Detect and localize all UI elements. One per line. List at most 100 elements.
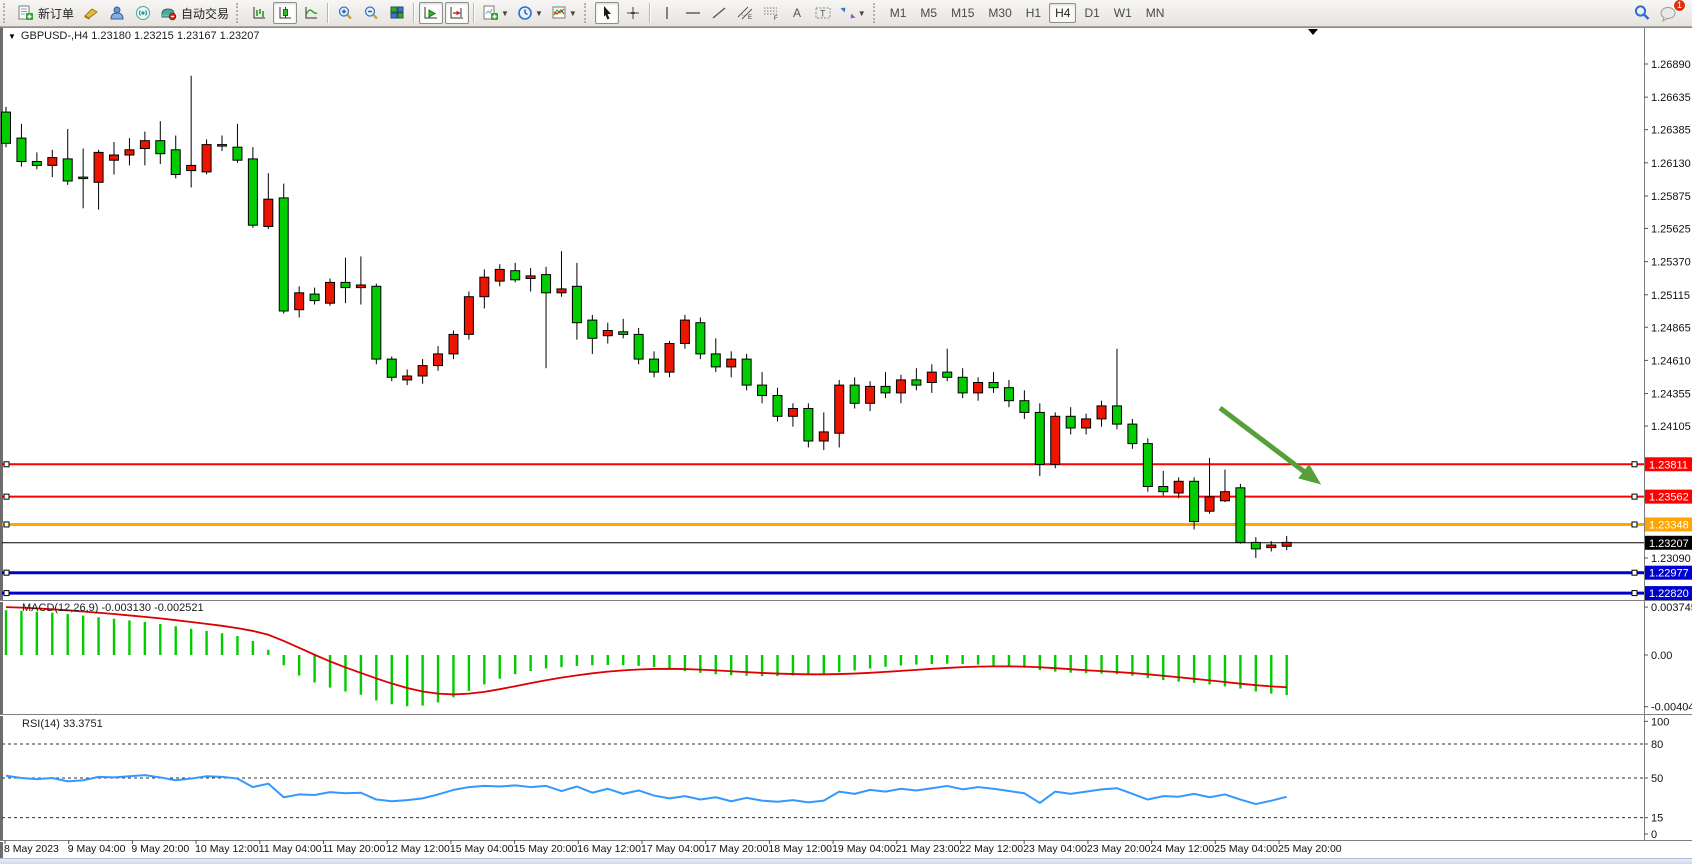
trend-arrow-head[interactable]	[1298, 463, 1322, 485]
broadcast-button[interactable]	[131, 2, 155, 24]
indicators-button[interactable]: ▼	[548, 2, 580, 24]
auto-trading-button[interactable]: 自动交易	[157, 2, 232, 24]
periods-button[interactable]: ▼	[514, 2, 546, 24]
line-handle[interactable]	[3, 590, 10, 597]
candle-body	[973, 382, 984, 394]
timeframe-button-H1[interactable]: H1	[1025, 6, 1042, 20]
date-label: 11 May 20:00	[323, 843, 386, 855]
new-chart-button[interactable]: ▼	[479, 2, 512, 24]
vertical-line-icon	[666, 7, 668, 19]
candle-body	[649, 358, 660, 373]
candle-body	[417, 365, 428, 377]
candle-body	[479, 276, 490, 298]
zoom-in-button[interactable]	[333, 2, 357, 24]
candle-body	[525, 275, 536, 279]
profiles-button[interactable]	[79, 2, 103, 24]
line-handle[interactable]	[1631, 461, 1638, 468]
date-label: 10 May 12:00	[195, 843, 259, 855]
zoom-out-button[interactable]	[359, 2, 383, 24]
tile-windows-icon	[390, 6, 404, 19]
candle-body	[1281, 541, 1292, 547]
rsi-scale-label: 50	[1651, 773, 1663, 785]
timeframe-button-M5[interactable]: M5	[920, 6, 938, 20]
timeframe-button-H4[interactable]: H4	[1049, 3, 1077, 23]
chat-bubble-icon	[1660, 6, 1676, 22]
candle-body	[865, 385, 876, 404]
line-handle[interactable]	[1631, 590, 1638, 597]
equidistant-channel-button[interactable]: E	[733, 2, 757, 24]
cursor-button[interactable]	[594, 2, 619, 24]
candle-body	[1081, 418, 1092, 429]
candle-body	[1034, 411, 1045, 465]
text-button[interactable]: A	[785, 2, 809, 24]
timeframe-button-M15[interactable]: M15	[951, 6, 975, 20]
candle-body	[1003, 387, 1014, 402]
candle-body	[556, 288, 567, 294]
candle-body	[325, 281, 336, 304]
toolbar-grip[interactable]	[3, 3, 10, 23]
new-order-button[interactable]: 新订单	[14, 2, 77, 24]
candle-body	[679, 319, 690, 345]
search-button[interactable]	[1630, 2, 1654, 24]
notifications-button[interactable]: 1	[1656, 0, 1686, 24]
line-chart-button[interactable]	[299, 2, 323, 24]
timeframe-button-M30[interactable]: M30	[988, 6, 1012, 20]
candle-body	[463, 296, 474, 335]
indicators-icon	[552, 6, 566, 19]
line-handle[interactable]	[3, 521, 10, 528]
candle-body	[355, 284, 366, 289]
rsi-label: RSI(14) 33.3751	[22, 718, 103, 730]
trendline-button[interactable]	[707, 2, 731, 24]
tile-windows-button[interactable]	[385, 2, 409, 24]
market-watch-button[interactable]	[105, 2, 129, 24]
auto-scroll-icon	[424, 7, 438, 19]
text-label-button[interactable]: T	[811, 2, 835, 24]
candle-body	[772, 395, 783, 417]
timeframe-button-M1[interactable]: M1	[889, 6, 907, 20]
trend-arrow-line[interactable]	[1218, 406, 1312, 478]
toolbar-grip[interactable]	[236, 3, 243, 23]
line-handle[interactable]	[1631, 521, 1638, 528]
toolbar-grip[interactable]	[872, 3, 880, 23]
rsi-line	[5, 774, 1287, 806]
timeframe-button-MN[interactable]: MN	[1145, 6, 1165, 20]
toolbar-grip[interactable]	[583, 3, 591, 23]
rsi-scale-label: 0	[1651, 829, 1657, 841]
line-handle[interactable]	[1631, 493, 1638, 500]
chart-background[interactable]	[2, 28, 1692, 858]
candlestick-chart-button[interactable]	[273, 2, 298, 24]
candle-body	[294, 292, 305, 311]
arrows-button[interactable]: ▼	[837, 2, 869, 24]
vertical-line-button[interactable]	[655, 2, 679, 24]
crosshair-button[interactable]	[621, 2, 645, 24]
candle-body	[1266, 544, 1277, 549]
date-label: 9 May 20:00	[131, 843, 189, 855]
candle-body	[1111, 405, 1122, 425]
line-handle[interactable]	[1631, 569, 1638, 576]
auto-scroll-button[interactable]	[419, 2, 444, 24]
line-handle[interactable]	[3, 569, 10, 576]
candle-body	[571, 285, 582, 324]
timeframe-button-D1[interactable]: D1	[1084, 6, 1100, 20]
timeframe-group: M1 M5 M15 M30 H1 H4 D1 W1 MN	[883, 3, 1172, 23]
horizontal-line-button[interactable]	[681, 2, 705, 24]
auto-trading-label: 自动交易	[181, 6, 230, 21]
horizontal-line-icon	[685, 12, 700, 14]
fibonacci-button[interactable]: F	[759, 2, 783, 24]
chart-symbol-header[interactable]: ▼ GBPUSD-,H4 1.23180 1.23215 1.23167 1.2…	[8, 30, 259, 42]
candle-body	[818, 431, 829, 442]
price-badge	[1645, 586, 1692, 601]
arrows-icon	[840, 7, 856, 19]
timeframe-button-W1[interactable]: W1	[1113, 6, 1132, 20]
candle-body	[109, 154, 120, 161]
rsi-name: RSI(14)	[22, 718, 60, 730]
line-handle[interactable]	[3, 493, 10, 500]
candle-body	[834, 384, 845, 434]
chart-shift-marker[interactable]	[1308, 29, 1318, 35]
notification-badge: 1	[1673, 0, 1686, 12]
bar-chart-button[interactable]	[247, 2, 271, 24]
line-handle[interactable]	[3, 461, 10, 468]
chart-shift-button[interactable]	[445, 2, 470, 24]
candle-body	[942, 371, 953, 378]
